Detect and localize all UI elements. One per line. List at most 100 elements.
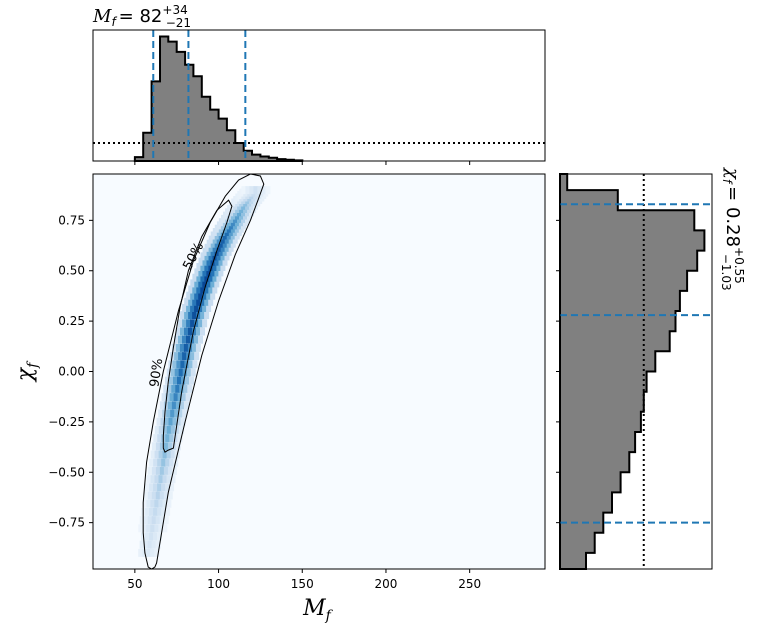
density-cell	[226, 239, 232, 248]
density-cell	[157, 483, 163, 492]
density-cell	[153, 458, 159, 467]
top-histogram-step	[133, 35, 304, 162]
density-cell	[154, 548, 160, 557]
density-cell	[159, 491, 165, 500]
density-cell	[138, 524, 144, 533]
density-cell	[156, 417, 162, 426]
density-cell	[220, 263, 226, 271]
density-cell	[220, 243, 226, 252]
density-cell	[257, 186, 263, 195]
density-cell	[150, 524, 156, 533]
density-cell	[200, 297, 206, 306]
density-cell	[139, 540, 145, 549]
density-cell	[224, 243, 230, 252]
density-cell	[171, 343, 177, 352]
density-cell	[180, 360, 186, 369]
density-cell	[210, 268, 216, 277]
density-cell	[154, 499, 160, 508]
density-cell	[196, 263, 202, 271]
density-cell	[162, 425, 168, 434]
density-cell	[170, 475, 176, 484]
density-cell	[204, 285, 210, 294]
density-cell	[176, 360, 182, 369]
density-cell	[157, 507, 163, 516]
density-cell	[188, 360, 194, 369]
density-cell	[200, 285, 206, 294]
density-cell	[166, 450, 172, 459]
density-cell	[171, 401, 177, 410]
svg-text:χf= 0.28+0.55−1.03: χf= 0.28+0.55−1.03	[719, 166, 746, 291]
density-cell	[206, 279, 212, 288]
density-cell	[212, 235, 218, 244]
density-cell	[164, 417, 170, 426]
density-cell	[153, 532, 158, 541]
density-cell	[206, 257, 212, 266]
density-cell	[220, 252, 226, 261]
density-cell	[216, 263, 222, 271]
density-cell	[192, 311, 198, 320]
density-cell	[206, 239, 212, 248]
density-cell	[188, 297, 194, 306]
density-cell	[202, 247, 208, 256]
right-quantile-lines	[560, 203, 712, 524]
density-cell	[167, 442, 173, 451]
density-cell	[158, 475, 164, 484]
density-cell	[192, 297, 198, 306]
density-cell	[138, 548, 144, 557]
contour-label-90: 90%	[147, 357, 166, 388]
x-tick-label: 200	[375, 577, 398, 591]
density-cell	[204, 311, 210, 320]
density-cell	[206, 268, 212, 277]
density-cell	[202, 279, 208, 288]
density-cell	[208, 285, 214, 294]
density-cell	[208, 243, 214, 252]
density-cell	[158, 499, 164, 508]
density-cell	[166, 475, 172, 484]
density-cell	[171, 384, 177, 393]
density-cell	[146, 548, 152, 557]
density-cell	[166, 425, 172, 434]
density-cell	[165, 507, 171, 516]
density-cell	[155, 516, 161, 525]
density-cell	[161, 483, 167, 492]
density-cell	[178, 368, 184, 377]
right-histogram-step	[559, 173, 706, 570]
density-cell	[202, 291, 208, 300]
density-cell	[145, 483, 151, 492]
density-cell	[178, 335, 183, 344]
density-cell	[173, 434, 179, 443]
density-cell	[200, 252, 206, 261]
y-tick-label: 0.00	[58, 365, 85, 379]
density-cell	[163, 491, 169, 500]
density-cell	[228, 235, 234, 244]
density-cell	[162, 450, 168, 459]
density-cell	[151, 442, 157, 451]
density-cell	[206, 291, 212, 300]
density-cell	[212, 285, 218, 294]
density-cell	[182, 304, 188, 312]
density-cell	[169, 376, 174, 385]
density-cell	[163, 384, 169, 393]
top-frame	[92, 29, 546, 162]
density-cell	[143, 491, 149, 500]
density-cell	[188, 311, 194, 320]
density-cell	[210, 279, 216, 288]
density-cell	[175, 343, 181, 352]
density-cell	[184, 311, 190, 320]
density-cell	[183, 384, 189, 393]
density-cell	[202, 268, 208, 277]
density-cell	[162, 475, 168, 484]
density-cell	[214, 257, 220, 266]
density-cell	[149, 532, 154, 541]
density-cell	[149, 458, 155, 467]
y-tick-label: −0.25	[48, 415, 85, 429]
density-cell	[216, 273, 222, 282]
density-cell	[145, 532, 150, 541]
density-cell	[206, 304, 212, 312]
density-cell	[222, 239, 228, 248]
density-cell	[175, 384, 181, 393]
density-cell	[167, 384, 173, 393]
density-cell	[249, 186, 255, 195]
density-cell	[189, 376, 194, 385]
